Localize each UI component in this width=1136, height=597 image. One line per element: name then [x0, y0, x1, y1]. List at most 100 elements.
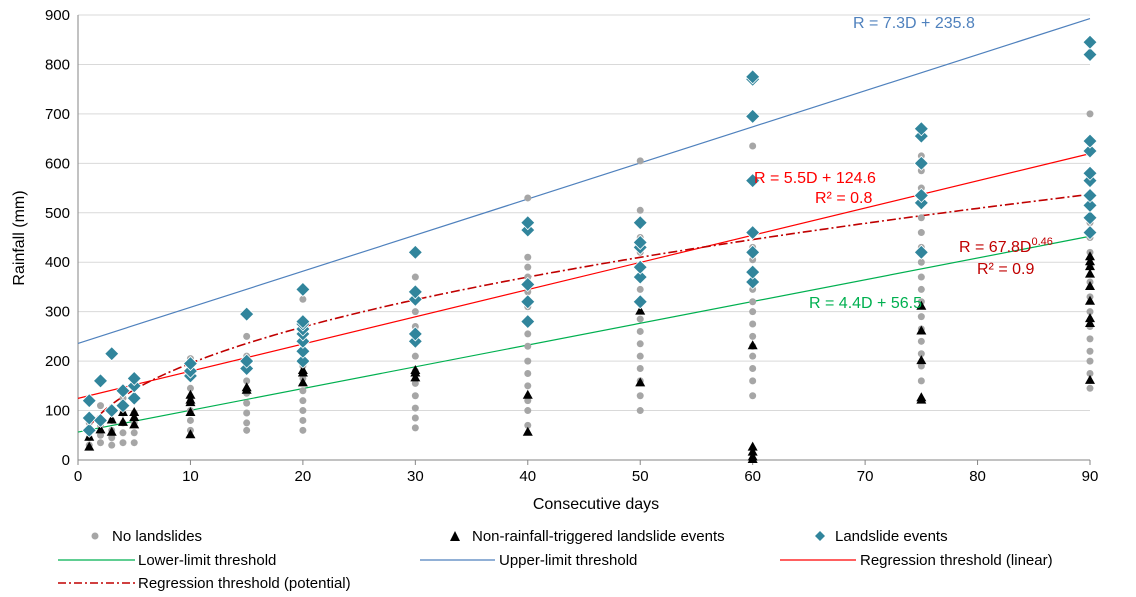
no-landslide-point — [411, 392, 419, 400]
legend-label-reg-potential: Regression threshold (potential) — [138, 575, 351, 592]
non-rainfall-event-point — [747, 340, 758, 350]
landslide-event-point — [632, 234, 648, 251]
landslide-event-point — [1082, 46, 1098, 63]
no-landslide-point — [1086, 384, 1094, 392]
landslide-event-point — [745, 274, 761, 290]
y-tick-label: 600 — [45, 155, 70, 172]
no-landslide-point — [243, 426, 251, 434]
landslide-event-point — [115, 398, 131, 414]
no-landslide-point — [636, 365, 644, 373]
no-landslide-point — [108, 441, 116, 449]
no-landslide-point — [243, 409, 251, 417]
no-landslide-point — [119, 429, 127, 437]
no-landslide-point — [411, 379, 419, 387]
no-landslide-point — [524, 397, 532, 405]
non-rainfall-event-point — [95, 424, 106, 434]
no-landslide-point — [411, 424, 419, 432]
non-rainfall-event-point — [1085, 256, 1095, 266]
no-landslide-point — [299, 416, 307, 424]
no-landslide-point — [243, 377, 251, 385]
no-landslide-point — [1086, 369, 1094, 377]
y-tick-label: 400 — [45, 254, 70, 271]
data-points — [81, 34, 1098, 463]
non-rainfall-event-point — [129, 411, 140, 421]
x-tick-label: 90 — [1082, 468, 1099, 485]
non-rainfall-event-point — [185, 429, 196, 439]
no-landslide-point — [299, 387, 307, 395]
no-landslide-point — [917, 377, 925, 385]
non-rainfall-event-point — [185, 389, 196, 399]
axes — [77, 15, 1091, 465]
landslide-event-point — [520, 294, 536, 310]
landslide-event-point — [745, 173, 761, 189]
y-tick-label: 700 — [45, 106, 70, 123]
no-landslide-point — [130, 429, 138, 437]
non-rainfall-event-point — [635, 377, 646, 387]
x-tick-label: 0 — [74, 468, 82, 485]
y-tick-label: 100 — [45, 403, 70, 420]
landslide-event-point — [104, 402, 120, 419]
non-rainfall-event-point — [410, 372, 421, 382]
landslide-event-point — [81, 422, 97, 438]
regression-potential-line — [88, 193, 1091, 428]
non-rainfall-event-point — [185, 394, 196, 404]
non-rainfall-event-point — [1085, 280, 1095, 290]
landslide-event-point — [913, 155, 929, 171]
landslide-event-point — [745, 69, 761, 85]
no-landslide-point — [299, 295, 307, 303]
no-landslide-point — [1086, 110, 1094, 118]
no-landslide-point — [917, 214, 925, 222]
y-tick-label: 800 — [45, 56, 70, 73]
no-landslide-point — [636, 392, 644, 400]
legend-marker-no-landslides — [91, 532, 99, 540]
non-rainfall-event-point — [1085, 268, 1095, 278]
no-landslide-point — [299, 426, 307, 434]
no-landslide-point — [636, 157, 644, 165]
y-tick-label: 0 — [62, 452, 70, 469]
power-eq-exponent: 0.46 — [1031, 236, 1052, 248]
non-rainfall-event-point — [522, 426, 533, 436]
landslide-event-point — [92, 373, 109, 389]
no-landslide-point — [636, 327, 644, 335]
landslide-event-point — [407, 244, 423, 260]
power-regression-equation: R = 67.8D0.46 — [959, 236, 1053, 256]
landslide-event-point — [407, 284, 423, 300]
legend-label-reg-linear: Regression threshold (linear) — [860, 552, 1053, 569]
no-landslide-point — [524, 382, 532, 390]
no-landslide-point — [524, 369, 532, 377]
non-rainfall-event-point — [297, 365, 308, 374]
non-rainfall-event-point — [1085, 261, 1095, 271]
regression-linear-line — [77, 153, 1091, 399]
non-rainfall-event-point — [106, 414, 117, 424]
landslide-event-point — [1082, 34, 1098, 50]
y-tick-label: 900 — [45, 7, 70, 24]
landslide-event-point — [913, 121, 929, 137]
no-landslide-point — [524, 357, 532, 365]
landslide-event-point — [632, 294, 648, 310]
threshold-lines — [77, 17, 1091, 433]
landslide-event-point — [126, 390, 142, 406]
legend-label-no-landslides: No landslides — [112, 528, 202, 545]
non-rainfall-event-point — [410, 365, 421, 374]
non-rainfall-event-point — [747, 446, 758, 456]
no-landslide-point — [524, 407, 532, 415]
no-landslide-point — [243, 332, 251, 340]
no-landslide-point — [411, 273, 419, 281]
legend-label-landslide-events: Landslide events — [835, 528, 948, 545]
no-landslide-point — [636, 407, 644, 415]
no-landslide-point — [917, 285, 925, 293]
non-rainfall-event-point — [1085, 295, 1095, 305]
no-landslide-point — [119, 439, 127, 447]
no-landslide-point — [749, 365, 757, 373]
x-tick-label: 50 — [632, 468, 649, 485]
non-rainfall-event-point — [522, 389, 533, 399]
x-tick-label: 70 — [857, 468, 874, 485]
landslide-event-point — [1082, 210, 1098, 226]
non-rainfall-event-point — [1085, 318, 1095, 328]
no-landslide-point — [636, 206, 644, 214]
x-tick-label: 30 — [407, 468, 424, 485]
power-eq-base: R = 67.8D — [959, 239, 1031, 256]
power-regression-r2: R² = 0.9 — [977, 261, 1034, 278]
no-landslide-point — [749, 320, 757, 328]
legend-label-upper: Upper-limit threshold — [499, 552, 637, 569]
